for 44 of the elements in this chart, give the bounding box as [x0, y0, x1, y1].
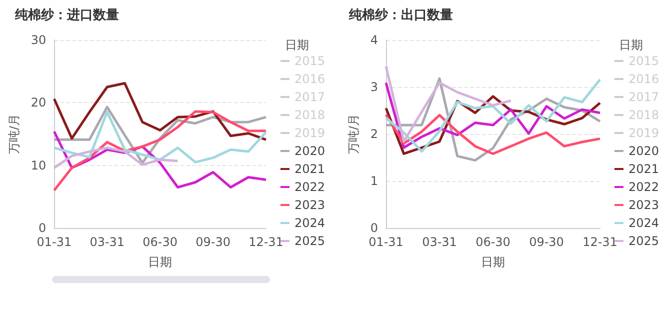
x-tick-label: 03-31: [90, 235, 125, 249]
y-axis-title: 万吨/月: [7, 114, 21, 154]
chart-title: 纯棉纱：进口数量: [14, 8, 119, 23]
y-tick-label: 10: [30, 158, 46, 172]
y-tick-label: 30: [30, 33, 46, 47]
legend-label: 2023: [628, 198, 660, 212]
y-axis-title: 万吨/月: [346, 114, 360, 154]
line-series: [52, 110, 268, 192]
legend-label: 2020: [294, 144, 326, 158]
legend-label: 2022: [628, 180, 660, 194]
legend-label: 2022: [294, 180, 326, 194]
chart-title: 纯棉纱：出口数量: [348, 8, 453, 23]
y-tick-label: 2: [370, 127, 378, 141]
y-tick-label: 1: [370, 174, 378, 188]
x-axis-title: 日期: [148, 255, 172, 269]
y-tick-label: 0: [370, 221, 378, 235]
line-series: [384, 113, 602, 155]
x-axis-title: 日期: [481, 255, 505, 269]
legend-label: 2024: [294, 216, 326, 230]
line-series: [52, 146, 179, 170]
legend-label: 2025: [294, 234, 326, 248]
legend-label: 2023: [294, 198, 326, 212]
y-tick-label: 0: [38, 221, 46, 235]
x-tick-label: 01-31: [36, 235, 72, 249]
legend-label: 2020: [628, 144, 660, 158]
legend-label: 2024: [628, 216, 660, 230]
x-tick-label: 06-30: [476, 235, 510, 249]
x-tick-label: 01-31: [368, 235, 404, 249]
line-series: [52, 82, 268, 141]
legend-label: 2021: [628, 162, 660, 176]
y-tick-label: 4: [370, 33, 378, 47]
y-tick-label: 20: [30, 96, 46, 110]
legend-label: 2021: [294, 162, 326, 176]
x-tick-label: 09-30: [529, 235, 564, 249]
x-tick-label: 12-31: [248, 235, 284, 249]
y-tick-label: 3: [370, 80, 378, 94]
line-series: [384, 65, 512, 143]
x-tick-label: 03-31: [422, 235, 457, 249]
x-tick-label: 12-31: [582, 235, 618, 249]
legend-title: 日期: [619, 38, 643, 52]
x-tick-label: 06-30: [142, 235, 178, 249]
legend-title: 日期: [285, 38, 309, 52]
legend-label: 2025: [628, 234, 660, 248]
x-tick-label: 09-30: [196, 235, 230, 249]
